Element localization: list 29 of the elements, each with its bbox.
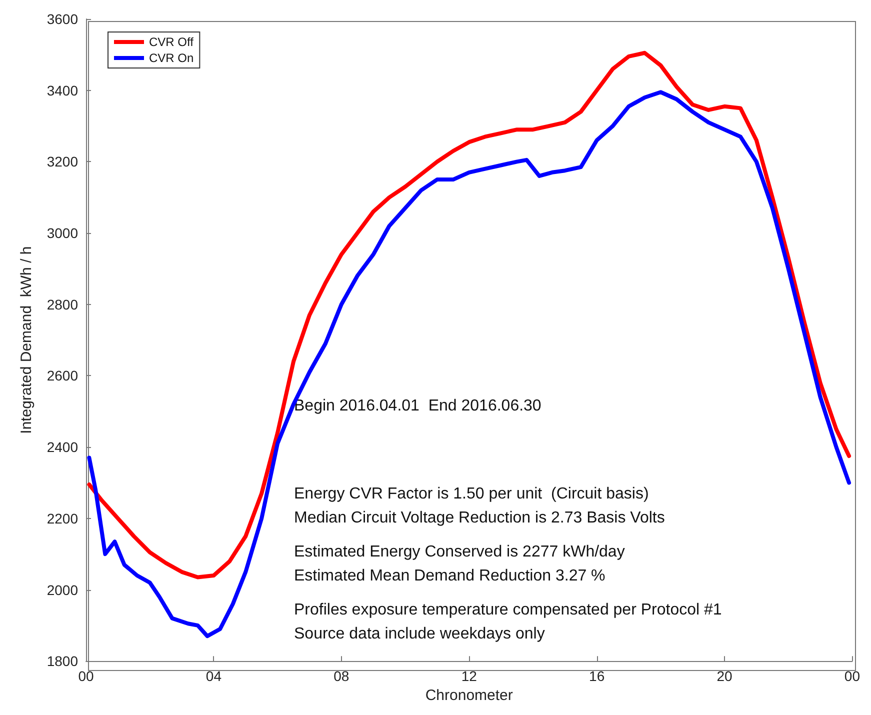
annotation: Profiles exposure temperature compensated per Protocol #1: [294, 602, 722, 618]
x-axis-title: Chronometer: [425, 687, 513, 704]
y-axis-title: Integrated Demand kWh / h: [18, 246, 35, 434]
annotation: Begin 2016.04.01 End 2016.06.30: [294, 398, 542, 414]
x-tick-label: 08: [334, 668, 350, 684]
legend-label: CVR Off: [149, 35, 194, 49]
x-tick-label: 00: [78, 668, 94, 684]
line-series: [87, 50, 852, 580]
legend-label: CVR On: [149, 51, 194, 65]
y-tick-label: 1800: [46, 653, 78, 670]
x-tick-label: 20: [716, 668, 733, 684]
y-tick-label: 3400: [46, 82, 78, 98]
annotation: Source data include weekdays only: [294, 626, 545, 642]
y-tick-label: 2000: [46, 582, 78, 598]
y-tick-label: 2400: [46, 439, 78, 456]
annotation: Estimated Energy Conserved is 2277 kWh/day: [294, 544, 625, 560]
x-tick-label: 04: [206, 668, 222, 684]
y-tick-label: 2600: [46, 368, 78, 384]
y-tick-label: 3200: [46, 154, 78, 170]
y-tick-label: 2200: [46, 510, 78, 526]
x-tick-label: 16: [589, 668, 605, 684]
annotation: Median Circuit Voltage Reduction is 2.73 Basis Volts: [294, 510, 665, 526]
annotation: Estimated Mean Demand Reduction 3.27 %: [294, 568, 606, 584]
y-tick-label: 3600: [46, 11, 78, 27]
x-tick-label: 00: [844, 668, 860, 684]
annotation: Energy CVR Factor is 1.50 per unit (Circuit basis): [294, 486, 649, 502]
y-tick-label: 3000: [46, 225, 78, 242]
x-tick-label: 12: [461, 668, 478, 684]
y-tick-label: 2800: [46, 296, 78, 312]
